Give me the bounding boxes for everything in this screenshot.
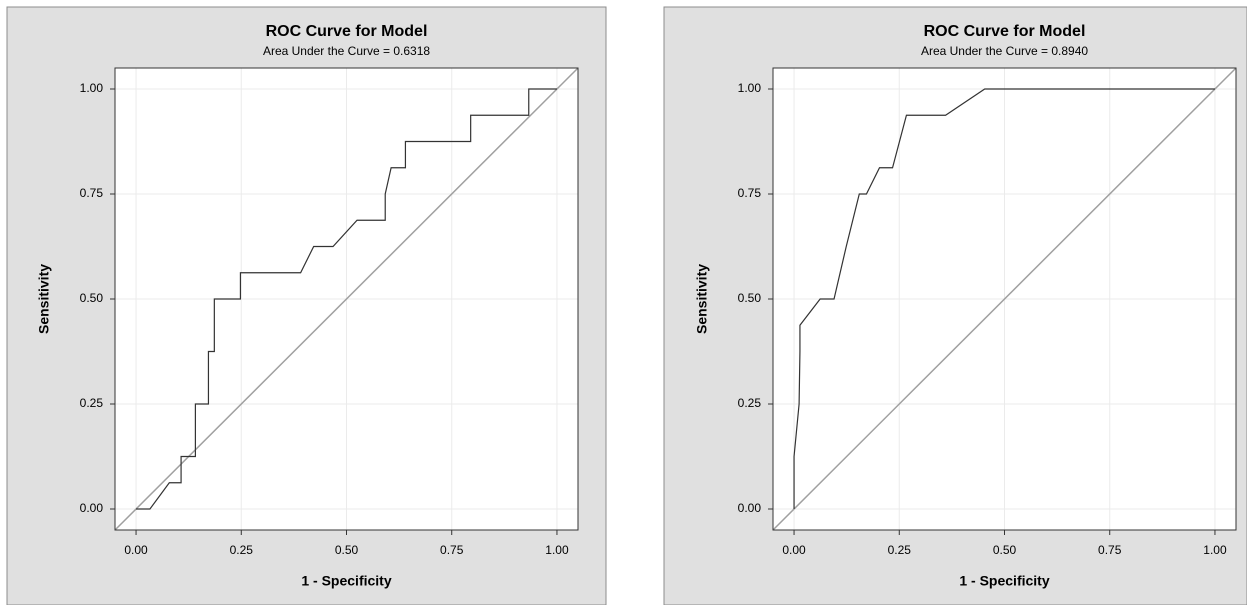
reference-line <box>114 67 579 531</box>
chart-subtitle: Area Under the Curve = 0.8940 <box>921 44 1088 58</box>
x-tick-label: 1.00 <box>545 543 569 557</box>
chart-title: ROC Curve for Model <box>266 23 428 40</box>
y-axis-label: Sensitivity <box>694 264 710 334</box>
y-tick-label: 0.00 <box>738 501 762 515</box>
y-tick-label: 0.75 <box>738 186 762 200</box>
x-tick-label: 0.25 <box>230 543 254 557</box>
x-tick-label: 0.50 <box>993 543 1017 557</box>
x-axis-label: 1 - Specificity <box>959 573 1049 589</box>
x-tick-label: 0.75 <box>440 543 464 557</box>
y-tick-label: 0.75 <box>80 186 104 200</box>
y-tick-label: 1.00 <box>80 81 104 95</box>
plot-frame <box>114 67 579 531</box>
chart-title: ROC Curve for Model <box>924 23 1086 40</box>
x-tick-label: 0.00 <box>124 543 148 557</box>
chart-subtitle: Area Under the Curve = 0.6318 <box>263 44 430 58</box>
roc-curve <box>793 88 1215 509</box>
y-tick-label: 0.00 <box>80 501 104 515</box>
y-tick-label: 0.50 <box>80 291 104 305</box>
x-tick-label: 0.00 <box>782 543 806 557</box>
y-tick-label: 0.25 <box>80 396 104 410</box>
y-tick-label: 1.00 <box>738 81 762 95</box>
x-tick-label: 0.25 <box>888 543 912 557</box>
x-tick-label: 1.00 <box>1203 543 1227 557</box>
y-axis-label: Sensitivity <box>36 264 52 334</box>
y-tick-label: 0.50 <box>738 291 762 305</box>
x-tick-label: 0.50 <box>335 543 359 557</box>
y-tick-label: 0.25 <box>738 396 762 410</box>
x-axis-label: 1 - Specificity <box>301 573 391 589</box>
x-tick-label: 0.75 <box>1098 543 1122 557</box>
plot-frame <box>772 67 1237 531</box>
reference-line <box>772 67 1237 531</box>
roc-curve <box>136 88 557 510</box>
